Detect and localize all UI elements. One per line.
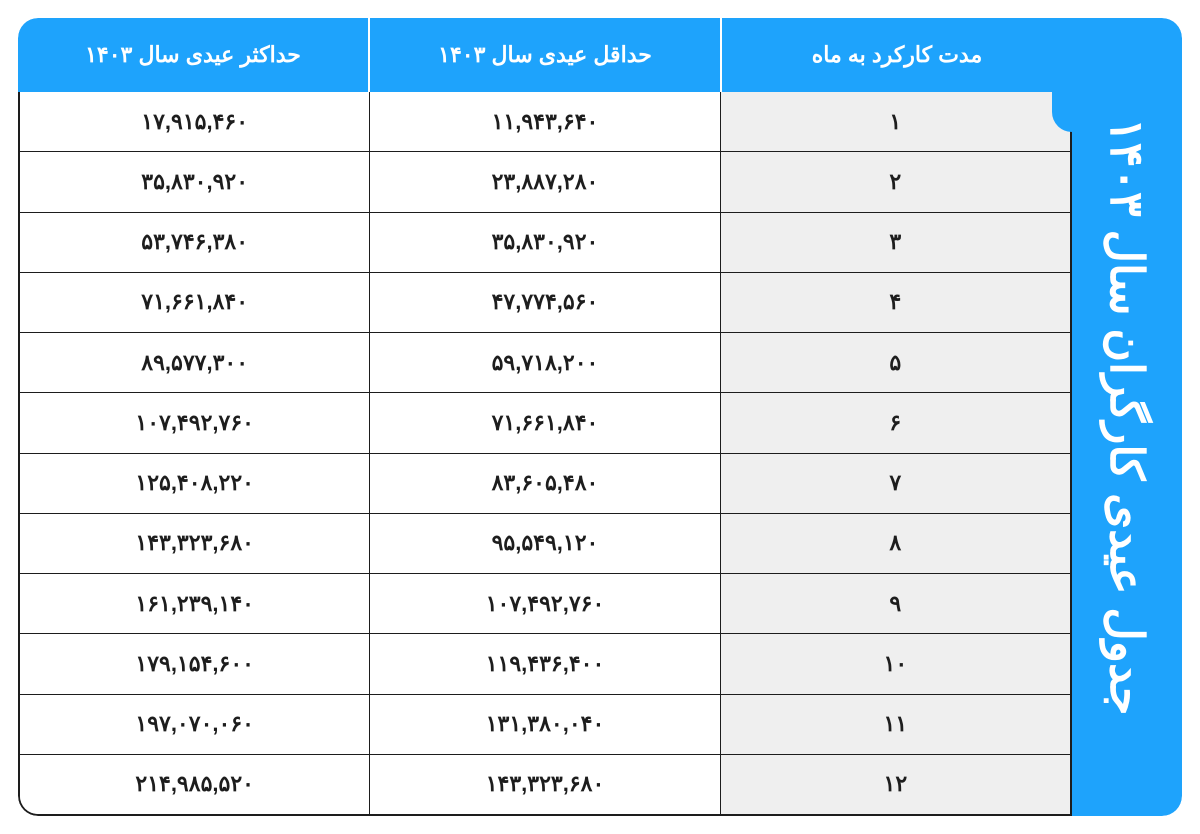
table-row: ۳۵,۸۳۰,۹۲۰۲۳,۸۸۷,۲۸۰۲ <box>20 152 1070 212</box>
col-header-max: حداکثر عیدی سال ۱۴۰۳ <box>18 18 368 92</box>
table-row: ۲۱۴,۹۸۵,۵۲۰۱۴۳,۳۲۳,۶۸۰۱۲ <box>20 755 1070 814</box>
table-cell: ۹۵,۵۴۹,۱۲۰ <box>369 514 719 573</box>
table-row: ۱۹۷,۰۷۰,۰۶۰۱۳۱,۳۸۰,۰۴۰۱۱ <box>20 695 1070 755</box>
table-cell: ۱۷,۹۱۵,۴۶۰ <box>20 92 369 151</box>
table-cell: ۲۳,۸۸۷,۲۸۰ <box>369 152 719 211</box>
table-wrapper: حداکثر عیدی سال ۱۴۰۳ حداقل عیدی سال ۱۴۰۳… <box>18 18 1182 816</box>
table-cell: ۲ <box>720 152 1070 211</box>
table-cell: ۲۱۴,۹۸۵,۵۲۰ <box>20 755 369 814</box>
table-cell: ۵۳,۷۴۶,۳۸۰ <box>20 213 369 272</box>
table-cell: ۱۷۹,۱۵۴,۶۰۰ <box>20 634 369 693</box>
table-cell: ۸ <box>720 514 1070 573</box>
table-row: ۱۷,۹۱۵,۴۶۰۱۱,۹۴۳,۶۴۰۱ <box>20 92 1070 152</box>
table-cell: ۱۱۹,۴۳۶,۴۰۰ <box>369 634 719 693</box>
title-bar: جدول عیدی کارگران سال ۱۴۰۳ <box>1072 18 1182 816</box>
table-body: ۱۷,۹۱۵,۴۶۰۱۱,۹۴۳,۶۴۰۱۳۵,۸۳۰,۹۲۰۲۳,۸۸۷,۲۸… <box>18 92 1072 816</box>
table-cell: ۱ <box>720 92 1070 151</box>
table-cell: ۸۹,۵۷۷,۳۰۰ <box>20 333 369 392</box>
table-row: ۱۷۹,۱۵۴,۶۰۰۱۱۹,۴۳۶,۴۰۰۱۰ <box>20 634 1070 694</box>
table-cell: ۱۲۵,۴۰۸,۲۲۰ <box>20 454 369 513</box>
table-cell: ۸۳,۶۰۵,۴۸۰ <box>369 454 719 513</box>
table-row: ۱۲۵,۴۰۸,۲۲۰۸۳,۶۰۵,۴۸۰۷ <box>20 454 1070 514</box>
table-cell: ۱۱,۹۴۳,۶۴۰ <box>369 92 719 151</box>
col-header-min: حداقل عیدی سال ۱۴۰۳ <box>368 18 720 92</box>
table-cell: ۱۶۱,۲۳۹,۱۴۰ <box>20 574 369 633</box>
table-cell: ۴ <box>720 273 1070 332</box>
page-title: جدول عیدی کارگران سال ۱۴۰۳ <box>1100 118 1154 716</box>
table-cell: ۴۷,۷۷۴,۵۶۰ <box>369 273 719 332</box>
table-cell: ۵ <box>720 333 1070 392</box>
table-row: ۵۳,۷۴۶,۳۸۰۳۵,۸۳۰,۹۲۰۳ <box>20 213 1070 273</box>
table-cell: ۱۲ <box>720 755 1070 814</box>
table-cell: ۶ <box>720 393 1070 452</box>
table-cell: ۵۹,۷۱۸,۲۰۰ <box>369 333 719 392</box>
table-cell: ۷ <box>720 454 1070 513</box>
table-cell: ۱۰ <box>720 634 1070 693</box>
table-cell: ۱۰۷,۴۹۲,۷۶۰ <box>20 393 369 452</box>
table-cell: ۷۱,۶۶۱,۸۴۰ <box>369 393 719 452</box>
table-header-row: حداکثر عیدی سال ۱۴۰۳ حداقل عیدی سال ۱۴۰۳… <box>18 18 1072 92</box>
col-header-months: مدت کارکرد به ماه <box>720 18 1072 92</box>
table-area: حداکثر عیدی سال ۱۴۰۳ حداقل عیدی سال ۱۴۰۳… <box>18 18 1072 816</box>
table-cell: ۷۱,۶۶۱,۸۴۰ <box>20 273 369 332</box>
table-cell: ۱۳۱,۳۸۰,۰۴۰ <box>369 695 719 754</box>
table-cell: ۳ <box>720 213 1070 272</box>
table-row: ۱۰۷,۴۹۲,۷۶۰۷۱,۶۶۱,۸۴۰۶ <box>20 393 1070 453</box>
table-cell: ۱۱ <box>720 695 1070 754</box>
table-row: ۸۹,۵۷۷,۳۰۰۵۹,۷۱۸,۲۰۰۵ <box>20 333 1070 393</box>
table-row: ۱۶۱,۲۳۹,۱۴۰۱۰۷,۴۹۲,۷۶۰۹ <box>20 574 1070 634</box>
table-cell: ۱۴۳,۳۲۳,۶۸۰ <box>20 514 369 573</box>
table-row: ۱۴۳,۳۲۳,۶۸۰۹۵,۵۴۹,۱۲۰۸ <box>20 514 1070 574</box>
table-cell: ۹ <box>720 574 1070 633</box>
table-cell: ۳۵,۸۳۰,۹۲۰ <box>20 152 369 211</box>
table-cell: ۳۵,۸۳۰,۹۲۰ <box>369 213 719 272</box>
table-cell: ۱۰۷,۴۹۲,۷۶۰ <box>369 574 719 633</box>
table-cell: ۱۴۳,۳۲۳,۶۸۰ <box>369 755 719 814</box>
table-row: ۷۱,۶۶۱,۸۴۰۴۷,۷۷۴,۵۶۰۴ <box>20 273 1070 333</box>
table-cell: ۱۹۷,۰۷۰,۰۶۰ <box>20 695 369 754</box>
